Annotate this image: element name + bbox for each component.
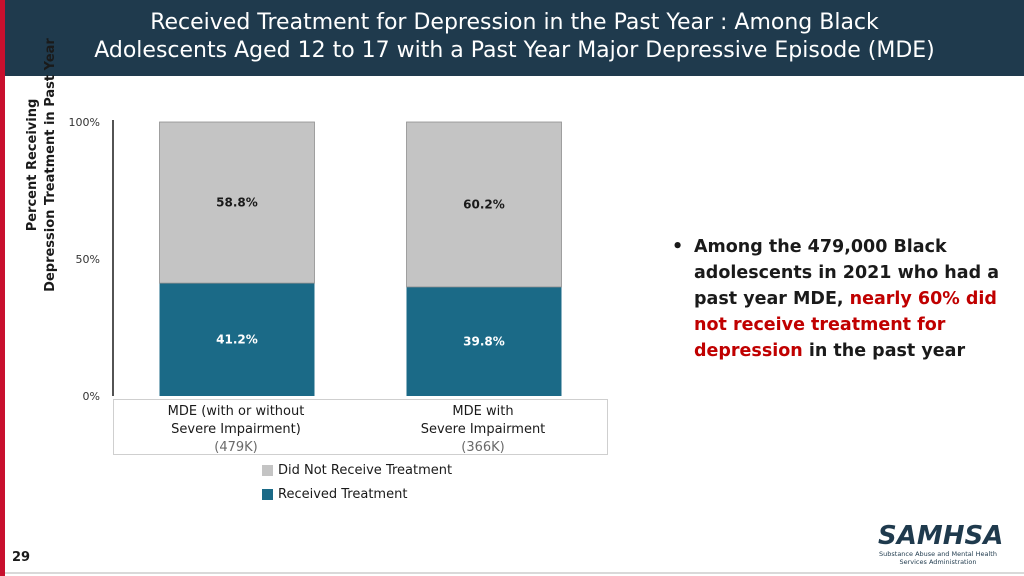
bullet-text-part-1: Among the 479,000 Black adolescents in 2… [694, 237, 1000, 309]
samhsa-logo: SAMHSA Substance Abuse and Mental Health… [878, 521, 1004, 566]
y-axis-label-line-1: Percent Receiving [25, 98, 40, 232]
logo-wordmark: SAMHSA [878, 521, 1004, 551]
data-label-2-received-treatment: 39.8% [463, 334, 505, 348]
bar-1-received-treatment [159, 283, 315, 396]
data-label-1-received-treatment: 41.2% [216, 333, 258, 347]
logo-subtitle: Substance Abuse and Mental Health Servic… [878, 550, 998, 566]
legend-label-not-received: Did Not Receive Treatment [278, 462, 453, 478]
logo-subtitle-line-1: Substance Abuse and Mental Health [879, 550, 997, 558]
title-line-1: Received Treatment for Depression in the… [150, 10, 879, 35]
bullet-text: Among the 479,000 Black adolescents in 2… [694, 234, 1002, 364]
page-number: 29 [12, 550, 31, 565]
legend-item-not-received: Did Not Receive Treatment [262, 458, 452, 482]
y-tick-label-1: 50% [76, 253, 100, 266]
chart-legend: Did Not Receive Treatment Received Treat… [262, 458, 452, 506]
x-category-2-line-1: MDE with [452, 404, 514, 419]
footer-divider [5, 572, 1024, 574]
title-line-2: Adolescents Aged 12 to 17 with a Past Ye… [94, 38, 935, 63]
y-tick-label-2: 100% [69, 116, 100, 129]
bar-2-did-not-receive-treatment [406, 121, 562, 288]
x-category-1: MDE (with or without Severe Impairment) … [126, 403, 346, 457]
slide-header: Received Treatment for Depression in the… [5, 0, 1024, 76]
data-label-2-did-not-receive-treatment: 60.2% [463, 197, 505, 211]
y-tick-label-0: 0% [83, 390, 100, 403]
legend-swatch-received [262, 488, 273, 500]
y-axis-label-line-2: Depression Treatment in Past Year [43, 38, 58, 292]
x-category-1-sample-size: (479K) [214, 440, 258, 455]
bar-2-received-treatment [406, 286, 562, 396]
bar-1-did-not-receive-treatment [159, 121, 315, 284]
legend-swatch-not-received [262, 464, 273, 476]
bullet-text-part-2: in the past year [802, 341, 966, 361]
x-category-1-line-2: Severe Impairment) [171, 422, 301, 437]
x-category-1-line-1: MDE (with or without [167, 404, 305, 419]
x-category-2: MDE with Severe Impairment (366K) [373, 403, 593, 457]
logo-subtitle-line-2: Services Administration [899, 558, 977, 566]
legend-label-received: Received Treatment [278, 486, 408, 502]
data-label-1-did-not-receive-treatment: 58.8% [216, 196, 258, 210]
y-axis-label: Percent Receiving Depression Treatment i… [24, 20, 60, 310]
x-axis-category-box: MDE (with or without Severe Impairment) … [113, 399, 608, 455]
left-accent-strip [0, 0, 5, 576]
x-category-2-line-2: Severe Impairment [420, 422, 546, 437]
bullet-dot-icon: • [672, 237, 684, 257]
legend-item-received: Received Treatment [262, 482, 452, 506]
bullet-highlight: nearly 60% did not receive treatment for… [694, 289, 997, 361]
key-finding-bullet: • Among the 479,000 Black adolescents in… [672, 234, 1002, 364]
x-category-2-sample-size: (366K) [461, 440, 505, 455]
